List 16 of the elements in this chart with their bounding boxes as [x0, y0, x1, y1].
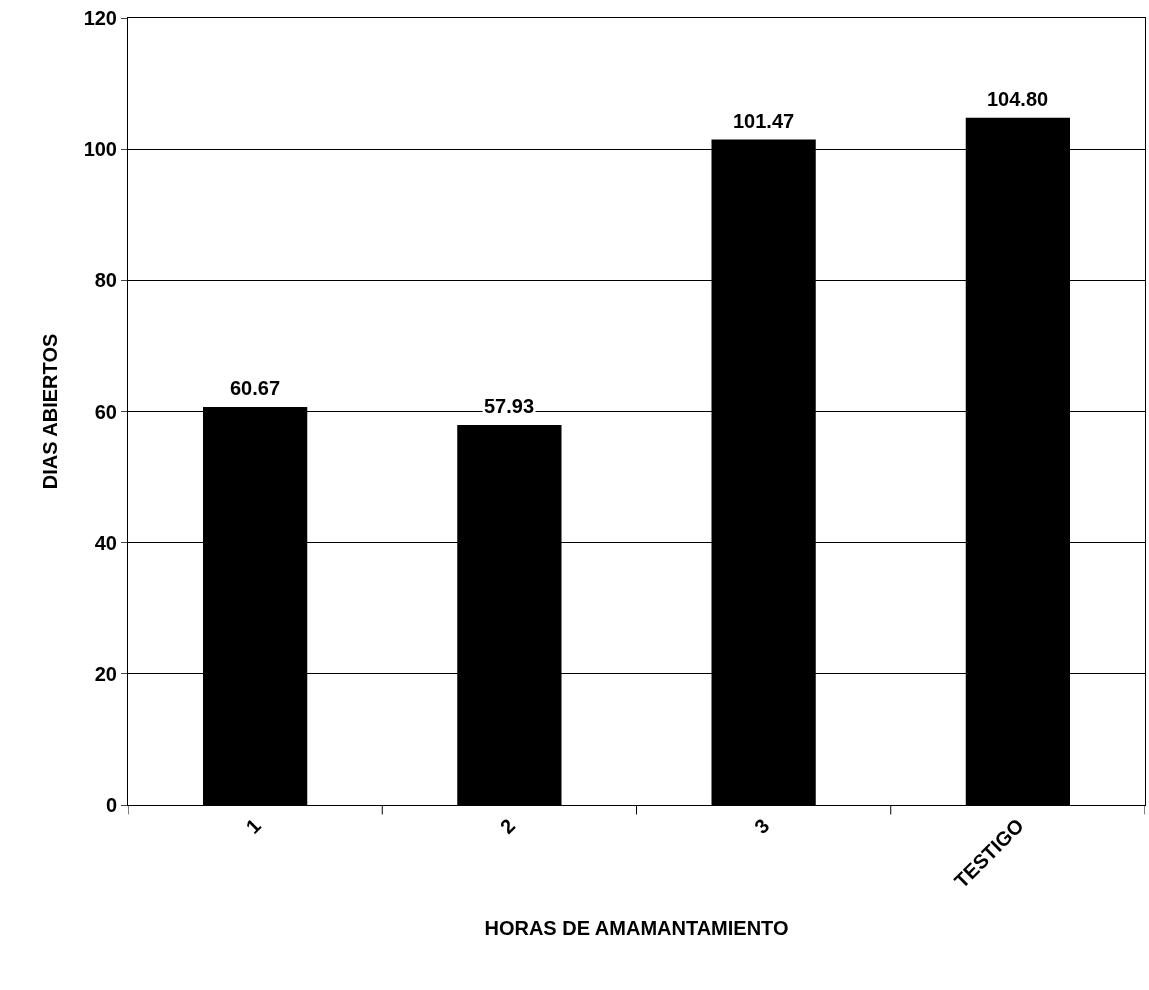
x-tick-label: 2 [495, 814, 520, 838]
y-tick-label: 40 [94, 531, 117, 554]
y-tick-label: 60 [94, 400, 117, 423]
x-axis-title: HORAS DE AMAMANTAMIENTO [484, 917, 789, 940]
y-tick-label: 20 [94, 662, 117, 685]
data-label: 57.93 [484, 395, 535, 417]
data-label: 101.47 [733, 110, 795, 132]
x-tick-label: 3 [750, 814, 774, 838]
data-label: 60.67 [230, 377, 281, 399]
data-label: 104.80 [987, 88, 1049, 110]
y-tick-label: 120 [83, 7, 117, 29]
y-tick-label: 80 [94, 269, 117, 292]
y-tick-label: 100 [83, 138, 117, 161]
x-tick-label: 1 [241, 814, 266, 838]
y-tick-label: 0 [105, 794, 117, 816]
y-axis-title: DIAS ABIERTOS [39, 333, 62, 490]
